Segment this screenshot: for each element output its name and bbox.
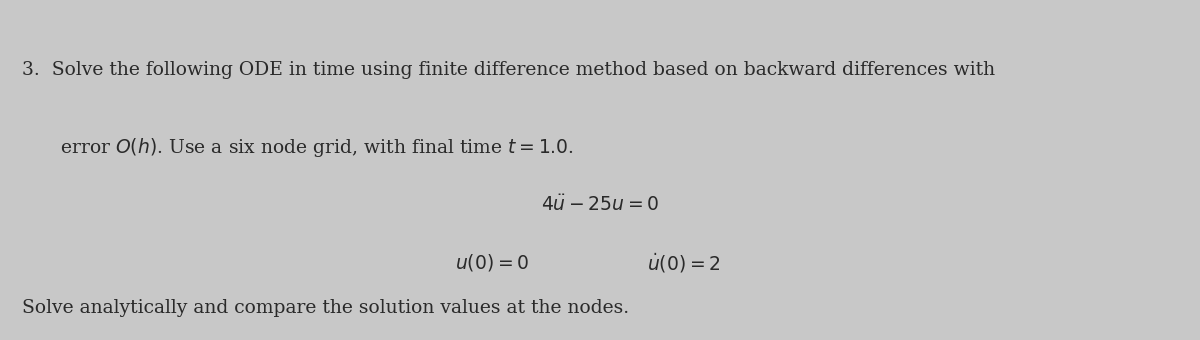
Text: $\dot{u}(0) = 2$: $\dot{u}(0) = 2$	[647, 252, 721, 275]
Text: $4\ddot{u} - 25u = 0$: $4\ddot{u} - 25u = 0$	[541, 194, 659, 215]
Text: 3.  Solve the following ODE in time using finite difference method based on back: 3. Solve the following ODE in time using…	[22, 61, 995, 79]
Text: Solve analytically and compare the solution values at the nodes.: Solve analytically and compare the solut…	[22, 299, 629, 317]
Text: $u(0) = 0$: $u(0) = 0$	[455, 252, 529, 273]
Text: error $O(h)$. Use a six node grid, with final time $t = 1.0$.: error $O(h)$. Use a six node grid, with …	[60, 136, 574, 159]
